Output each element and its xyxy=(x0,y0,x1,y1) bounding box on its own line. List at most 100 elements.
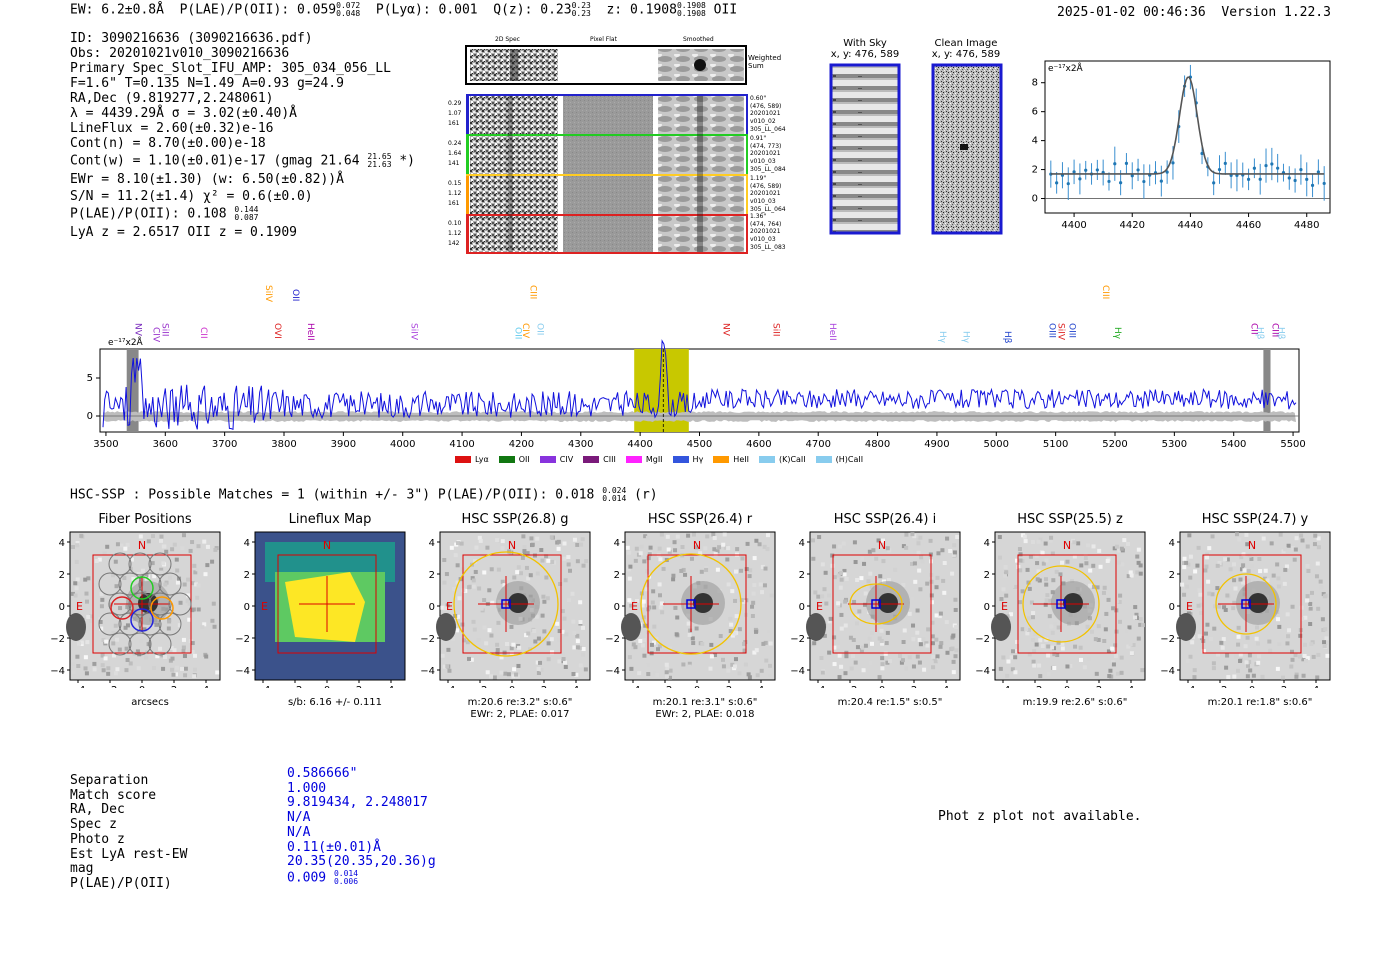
hsc-pixel xyxy=(571,672,576,677)
hsc-pixel xyxy=(477,535,482,540)
cutout-row-3 xyxy=(466,174,748,216)
hsc-pixel xyxy=(567,598,572,603)
hsc-pixel xyxy=(526,631,531,636)
hsc-pixel xyxy=(935,575,940,580)
hsc-summary-lo: 0.014 xyxy=(602,494,627,503)
hsc-pixel xyxy=(177,576,182,581)
hsc-pixel xyxy=(748,568,753,573)
hsc-pixel xyxy=(709,654,714,659)
match-value-ew: 0.11(±0.01)Å xyxy=(287,839,381,855)
hsc-pixel xyxy=(863,591,868,596)
hsc-pixel xyxy=(879,628,884,633)
hsc-pixel xyxy=(160,653,165,658)
hsc-pixel xyxy=(1113,643,1118,648)
hsc-pixel xyxy=(1043,541,1048,546)
hsc-pixel xyxy=(125,623,130,628)
hsc-pixel xyxy=(1023,539,1028,544)
hsc-pixel xyxy=(1072,554,1077,559)
source-core xyxy=(1248,593,1268,613)
hsc-pixel xyxy=(494,608,499,613)
hsc-pixel xyxy=(852,599,857,604)
hsc-pixel xyxy=(115,542,120,547)
hsc-pixel xyxy=(459,541,464,546)
hsc-pixel xyxy=(70,545,75,550)
hsc-pixel xyxy=(1048,538,1053,543)
row2-stats: 0.24 1.64 141 xyxy=(448,139,461,169)
hsc-pixel xyxy=(1046,644,1051,649)
hsc-xtick-label: 4 xyxy=(203,685,209,688)
hsc-pixel xyxy=(1247,653,1252,658)
hsc-pixel xyxy=(1102,639,1107,644)
hsc-pixel xyxy=(1015,639,1020,644)
hsc-pixel xyxy=(549,650,554,655)
hsc-panel-title: Lineflux Map xyxy=(288,512,372,527)
hsc-pixel xyxy=(1140,623,1145,628)
flux-peak xyxy=(285,572,365,642)
hsc-pixel xyxy=(1276,617,1281,622)
hsc-pixel xyxy=(485,670,490,675)
fiber-circle xyxy=(98,612,122,636)
hsc-pixel xyxy=(1299,605,1304,610)
spectrum-xtick-label: 4400 xyxy=(627,439,652,450)
hsc-pixel xyxy=(1050,590,1055,595)
neighbor-source xyxy=(436,613,456,641)
hsc-pixel xyxy=(760,564,765,569)
hsc-pixel xyxy=(904,545,909,550)
hsc-pixel xyxy=(71,670,76,675)
hsc-pixel xyxy=(667,675,672,680)
hsc-pixel xyxy=(145,630,150,635)
hsc-pixel xyxy=(1241,552,1246,557)
hsc-pixel xyxy=(186,593,191,598)
hsc-pixel xyxy=(1245,674,1250,679)
hsc-pixel xyxy=(1256,660,1261,665)
hsc-pixel xyxy=(113,671,118,676)
hsc-pixel xyxy=(526,576,531,581)
hsc-pixel xyxy=(572,645,577,650)
hsc-pixel xyxy=(1236,625,1241,630)
hsc-xtick-label: −2 xyxy=(288,685,303,688)
hsc-pixel xyxy=(893,567,898,572)
hsc-pixel xyxy=(1285,641,1290,646)
source-marker xyxy=(871,599,881,609)
hsc-pixel xyxy=(575,542,580,547)
hsc-ytick-label: 2 xyxy=(244,570,250,581)
hsc-pixel xyxy=(913,579,918,584)
hsc-pixel xyxy=(666,547,671,552)
hsc-pixel xyxy=(1133,605,1138,610)
legend-item: OII xyxy=(498,455,530,464)
hsc-pixel xyxy=(142,627,147,632)
fiber-circle-highlight xyxy=(150,596,174,620)
hsc-xtick-label: 0 xyxy=(1064,685,1070,688)
line-fit-model xyxy=(1050,76,1325,175)
hsc-pixel xyxy=(1047,614,1052,619)
hsc-pixel xyxy=(193,653,198,658)
hsc-pixel xyxy=(1294,536,1299,541)
match-value-score: 1.000 xyxy=(287,780,327,796)
hsc-ytick-label: 0 xyxy=(244,602,250,613)
hsc-pixel xyxy=(190,540,195,545)
with-sky-label: With Sky xyxy=(843,38,887,49)
hsc-pixel xyxy=(942,590,947,595)
hsc-pixel xyxy=(117,647,122,652)
hsc-pixel xyxy=(489,674,494,679)
hsc-pixel xyxy=(1093,637,1098,642)
hsc-pixel xyxy=(880,656,885,661)
row1-info-e: 305_LL_064 xyxy=(750,125,786,133)
hsc-pixel xyxy=(1261,536,1266,541)
hsc-pixel xyxy=(205,563,210,568)
hsc-pixel xyxy=(627,655,632,660)
line-fit-point xyxy=(1095,168,1099,172)
hsc-pixel xyxy=(627,598,632,603)
hsc-ytick-label: 0 xyxy=(1169,602,1175,613)
info-contw-hi: 21.65 xyxy=(367,152,392,161)
hsc-pixel xyxy=(456,614,461,619)
hsc-ytick-label: −2 xyxy=(420,634,435,645)
hsc-pixel xyxy=(163,655,168,660)
hsc-pixel xyxy=(1232,578,1237,583)
hsc-caption-line1: m:20.1 re:3.1" s:0.6" xyxy=(652,697,758,708)
hsc-pixel xyxy=(181,645,186,650)
hsc-pixel xyxy=(639,544,644,549)
hsc-pixel xyxy=(1005,614,1010,619)
hsc-pixel xyxy=(1246,578,1251,583)
hsc-pixel xyxy=(649,642,654,647)
